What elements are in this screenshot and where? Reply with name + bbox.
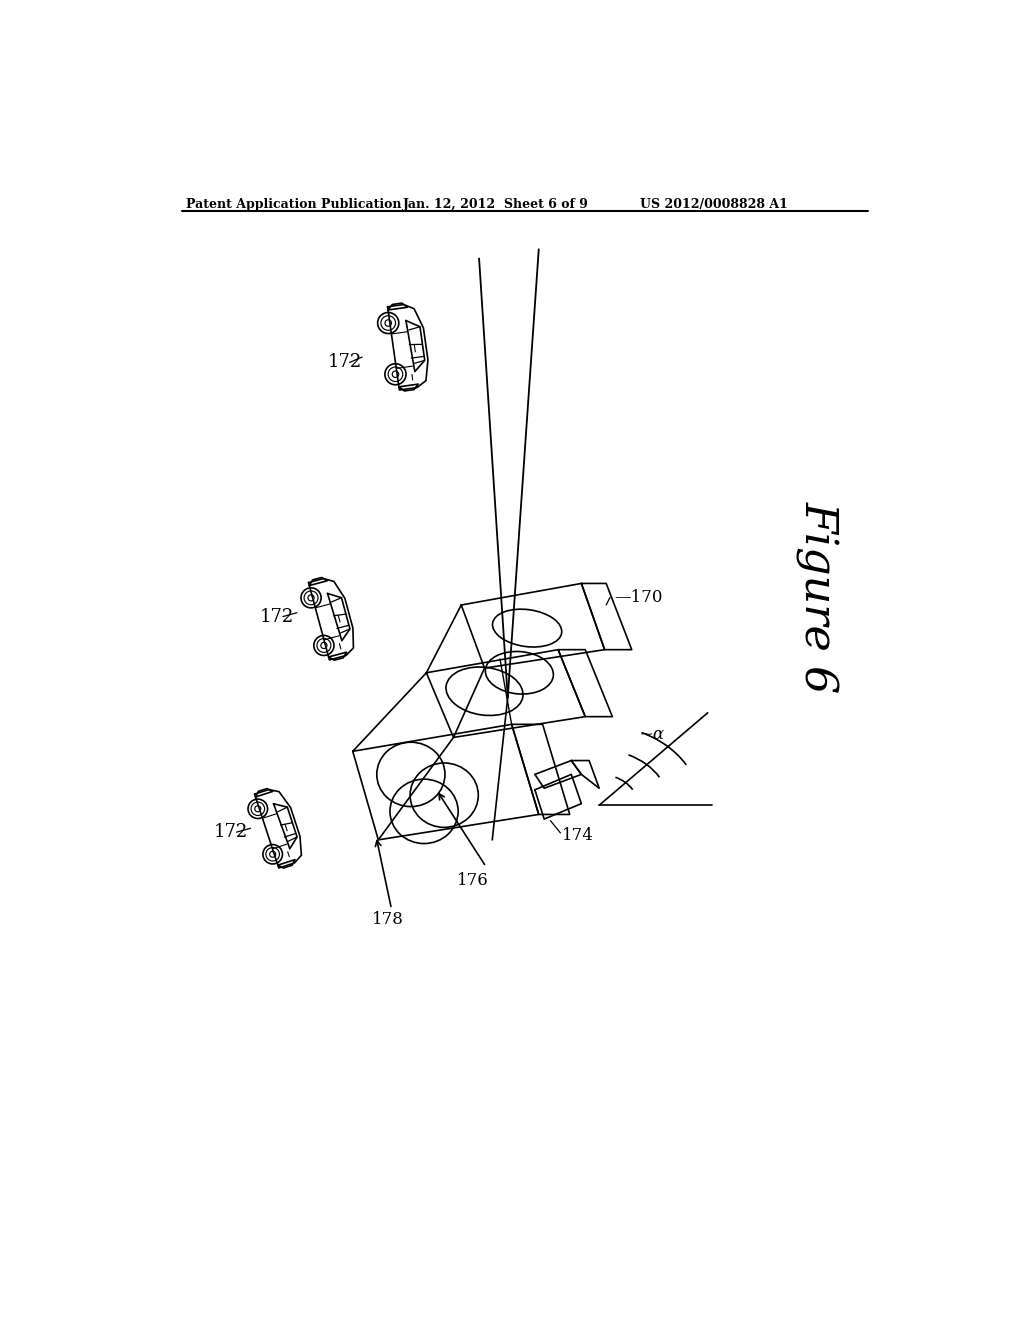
Text: 172: 172 xyxy=(260,607,294,626)
Text: 172: 172 xyxy=(213,824,248,841)
Text: —170: —170 xyxy=(614,589,664,606)
Text: 174: 174 xyxy=(562,828,594,845)
Text: 172: 172 xyxy=(328,354,362,371)
Text: Patent Application Publication: Patent Application Publication xyxy=(186,198,401,211)
Text: US 2012/0008828 A1: US 2012/0008828 A1 xyxy=(640,198,787,211)
Text: 178: 178 xyxy=(372,911,403,928)
Text: Figure 6: Figure 6 xyxy=(797,502,840,693)
Text: Jan. 12, 2012  Sheet 6 of 9: Jan. 12, 2012 Sheet 6 of 9 xyxy=(403,198,589,211)
Text: ~α: ~α xyxy=(640,726,665,743)
Text: 176: 176 xyxy=(457,873,488,890)
